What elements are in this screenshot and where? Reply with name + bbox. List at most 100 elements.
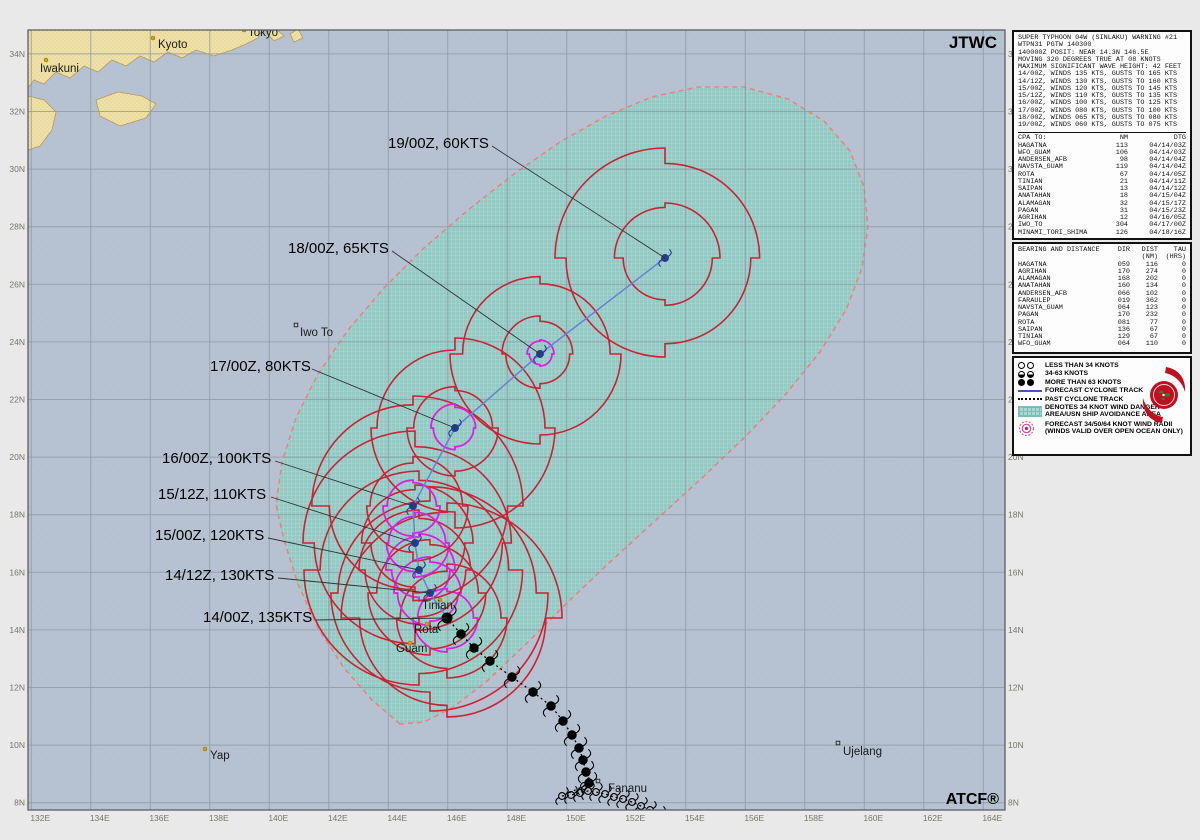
bearing-row: FARAULEP 019 362 0 [1018, 296, 1186, 305]
past-point-gt63 [580, 771, 598, 795]
coastline-japan [289, 30, 304, 43]
lat-tick-label-left: 10N [9, 740, 25, 750]
bearing-table-header: BEARING AND DISTANCE DIR DIST TAU [1018, 246, 1186, 254]
island-marker [437, 597, 443, 603]
warning-line: WTPN31 PGTW 140300 [1018, 41, 1092, 50]
bearing-table: HAGATNA 059 116 0 AGRIHAN 170 274 0 ALAMAGAN 168 2… [1018, 260, 1186, 349]
past-point-lt34 [634, 796, 648, 810]
lat-tick-label-left: 26N [9, 279, 25, 289]
lon-tick-label: 148E [506, 813, 526, 823]
wind-radius-50kt [365, 455, 469, 562]
lat-tick-label-left: 20N [9, 452, 25, 462]
cpa-header-nm: NM [1119, 134, 1128, 143]
forecast-track-icon [1018, 389, 1045, 392]
track-label: 15/00Z, 120KTS [155, 527, 264, 544]
legend-panel: LESS THAN 34 KNOTS 34-63 KNOTS MORE THAN… [1012, 356, 1192, 456]
lon-tick-label: 160E [863, 813, 883, 823]
past-point-gt63 [574, 748, 592, 772]
past-cyclone-track [446, 617, 652, 810]
lon-tick-label: 134E [90, 813, 110, 823]
legend-item-34-63: 34-63 KNOTS [1018, 370, 1186, 378]
wind-radii-icon [1018, 420, 1045, 437]
lon-tick-label: 136E [149, 813, 169, 823]
lon-tick-label: 138E [209, 813, 229, 823]
wind-radius-34kt [303, 470, 524, 686]
wind-radius-64kt [526, 339, 555, 367]
wind-radius-50kt [395, 563, 508, 679]
bearing-row: SAIPAN 136 67 0 [1018, 325, 1186, 334]
past-point-gt63 [554, 709, 572, 733]
track-label: 14/00Z, 135KTS [203, 609, 312, 626]
cpa-row: IWO_TO 304 04/17/00Z [1018, 221, 1186, 230]
track-label: 14/12Z, 130KTS [165, 567, 274, 584]
lat-tick-label-left: 28N [9, 222, 25, 232]
bearing-distance-panel: BEARING AND DISTANCE DIR DIST TAU (NM) (… [1012, 242, 1192, 354]
cpa-header-name: CPA TO: [1018, 134, 1047, 143]
lon-tick-label: 142E [328, 813, 348, 823]
danger-area [275, 86, 869, 725]
cpa-row: TINIAN 21 04/14/11Z [1018, 177, 1186, 186]
lat-tick-label-left: 22N [9, 395, 25, 405]
warning-line: 15/00Z, WINDS 120 KTS, GUSTS TO 145 KTS [1018, 84, 1178, 93]
place-label: Fananu [608, 783, 647, 795]
warning-line: 14/00Z, WINDS 135 KTS, GUSTS TO 165 KTS [1018, 70, 1178, 79]
lon-tick-label: 158E [804, 813, 824, 823]
warning-line: 15/12Z, WINDS 110 KTS, GUSTS TO 135 KTS [1018, 92, 1178, 100]
coastline-japan [95, 91, 157, 127]
place-label: Rota [414, 624, 439, 636]
warning-line: SUPER TYPHOON 04W (SINLAKU) WARNING #21 [1018, 34, 1178, 42]
island-marker [835, 740, 841, 746]
place-label: Tinian [422, 600, 453, 612]
wind-radius-64kt [382, 479, 441, 537]
warning-line: 17/00Z, WINDS 080 KTS, GUSTS TO 100 KTS [1018, 106, 1178, 115]
lon-tick-label: 156E [744, 813, 764, 823]
place-label: Iwakuni [40, 63, 79, 75]
past-point-gt63 [503, 665, 521, 689]
cpa-table-header: CPA TO: NM DTG [1018, 134, 1186, 143]
wind-radius-64kt [393, 556, 462, 627]
bearing-table-units: (NM) (HRS) [1018, 253, 1186, 262]
track-label: 18/00Z, 65KTS [288, 240, 389, 257]
warning-line: 16/00Z, WINDS 100 KTS, GUSTS TO 125 KTS [1018, 99, 1178, 108]
past-point-gt63 [563, 723, 581, 747]
warning-line: 19/00Z, WINDS 060 KTS, GUSTS TO 075 KTS [1018, 121, 1178, 129]
cpa-header-dtg: DTG [1173, 134, 1186, 143]
warning-line: 18/00Z, WINDS 065 KTS, GUSTS TO 080 KTS [1018, 113, 1178, 122]
lon-tick-label: 146E [447, 813, 467, 823]
island-marker [293, 322, 299, 328]
warning-line: MAXIMUM SIGNIFICANT WAVE HEIGHT: 42 FEET [1018, 63, 1182, 71]
lat-tick-label-right: 10N [1008, 740, 1024, 750]
lon-tick-label: 132E [30, 813, 50, 823]
island-marker [595, 778, 601, 784]
lt34-knots-icon [1018, 362, 1045, 370]
lat-tick-label-left: 18N [9, 510, 25, 520]
lat-tick-label-left: 14N [9, 625, 25, 635]
bearing-units-dist: (NM) [1141, 253, 1158, 262]
lat-tick-label-left: 34N [9, 49, 25, 59]
past-point-lt34 [555, 786, 569, 806]
past-point-lt34 [589, 782, 603, 802]
label-leader-line [267, 537, 420, 571]
bearing-row: WFO_GUAM 064 110 0 [1018, 340, 1186, 349]
place-label: Kyoto [158, 39, 187, 51]
cpa-row: PAGAN 31 04/15/23Z [1018, 206, 1186, 215]
bearing-row: ANATAHAN 160 134 0 [1018, 282, 1186, 291]
bearing-row: NAVSTA_GUAM 064 123 0 [1018, 304, 1186, 312]
bearing-row: HAGATNA 059 116 0 [1018, 260, 1186, 269]
legend-label: DENOTES 34 KNOT WIND DANGER AREA/USN SHIP… [1045, 404, 1161, 419]
legend-label: 34-63 KNOTS [1045, 370, 1089, 378]
gt63-knots-icon [1018, 379, 1045, 387]
legend-label: PAST CYCLONE TRACK [1045, 395, 1124, 403]
wind-radius-50kt [358, 509, 472, 625]
wind-radius-34kt [449, 275, 622, 445]
warning-lines: SUPER TYPHOON 04W (SINLAKU) WARNING #21 W… [1018, 34, 1186, 129]
lat-tick-label-right: 20N [1008, 452, 1024, 462]
legend-item-gt63: MORE THAN 63 KNOTS [1018, 379, 1186, 387]
legend-item-danger-area: DENOTES 34 KNOT WIND DANGER AREA/USN SHIP… [1018, 404, 1186, 419]
wind-radius-50kt [613, 202, 721, 307]
bearing-header-name: BEARING AND DISTANCE [1018, 246, 1100, 254]
past-point-gt63 [542, 694, 560, 718]
map-border [27, 29, 1006, 811]
cpa-row: ANATAHAN 18 04/15/04Z [1018, 192, 1186, 201]
